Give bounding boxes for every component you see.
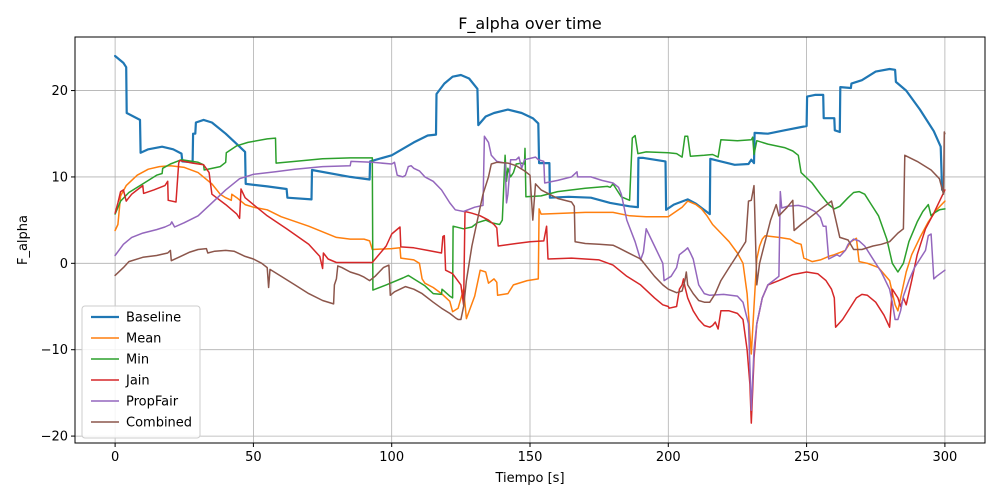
x-tick-label: 0 — [111, 450, 119, 465]
x-tick-label: 100 — [379, 450, 404, 465]
legend-label: PropFair — [126, 395, 179, 410]
y-tick-label: −20 — [41, 430, 68, 445]
legend-label: Min — [126, 353, 149, 368]
legend-label: Baseline — [126, 311, 181, 326]
series-line-propfair — [114, 135, 946, 411]
series-line-min — [114, 134, 946, 299]
x-tick-label: 200 — [656, 450, 681, 465]
axis-ticks: 0 50 100 150 200 250 300 −20 −10 0 10 20 — [41, 84, 958, 465]
legend-label: Jain — [125, 374, 150, 389]
series-line-baseline — [114, 54, 944, 216]
y-tick-label: 0 — [60, 257, 68, 272]
legend-label: Mean — [126, 332, 161, 347]
legend-label: Combined — [126, 416, 192, 431]
legend: Baseline Mean Min Jain PropFair Combined — [81, 305, 201, 439]
legend-box — [81, 305, 201, 439]
series-line-jain — [114, 159, 946, 424]
y-tick-label: 10 — [51, 170, 68, 185]
y-tick-label: −10 — [41, 343, 68, 358]
x-axis-title: Tiempo [s] — [494, 471, 564, 486]
x-tick-label: 250 — [794, 450, 819, 465]
x-tick-label: 300 — [932, 450, 957, 465]
y-axis-title: F_alpha — [16, 215, 31, 265]
series-line-mean — [114, 164, 946, 355]
x-tick-label: 50 — [245, 450, 262, 465]
series-line-combined — [114, 131, 946, 321]
x-tick-label: 150 — [518, 450, 543, 465]
series-group — [114, 54, 946, 424]
chart-title: F_alpha over time — [458, 14, 602, 34]
y-tick-label: 20 — [51, 84, 68, 99]
